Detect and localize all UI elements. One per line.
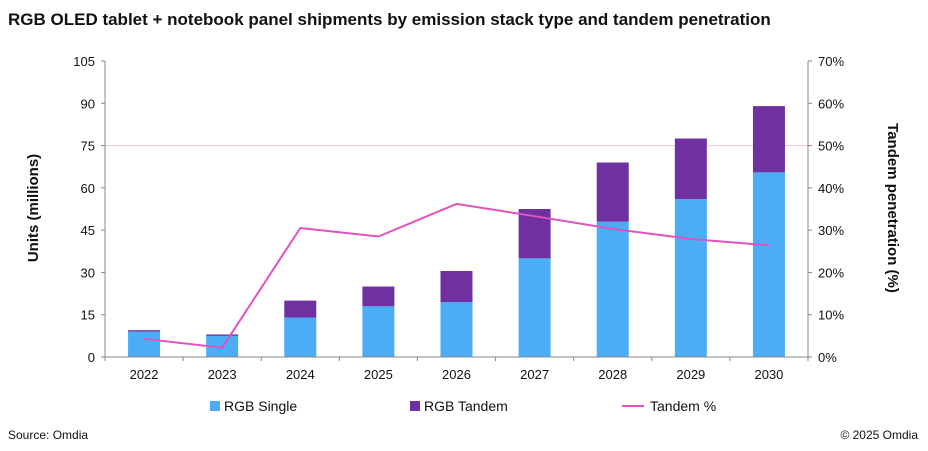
bar-rgb-tandem-2023 (206, 334, 239, 336)
x-tick-label-2029: 2029 (676, 367, 705, 382)
bar-rgb-single-2022 (128, 331, 161, 357)
left-tick-label: 60 (81, 181, 95, 196)
bar-series (128, 106, 785, 357)
bar-rgb-single-2027 (518, 258, 551, 357)
bar-rgb-single-2026 (440, 302, 473, 357)
right-tick-label: 50% (818, 139, 844, 154)
x-tick-label-2030: 2030 (754, 367, 783, 382)
legend-label-rgb-single: RGB Single (224, 398, 297, 414)
x-tick-label-2022: 2022 (130, 367, 159, 382)
bar-rgb-tandem-2028 (596, 162, 629, 222)
right-tick-label: 60% (818, 96, 844, 111)
source-note: Source: Omdia (8, 428, 89, 442)
left-axis-ticks: 0 15 30 45 60 75 90 105 (73, 54, 105, 365)
right-tick-label: 10% (818, 308, 844, 323)
x-tick-label-2025: 2025 (364, 367, 393, 382)
legend-swatch-rgb-tandem (410, 401, 420, 411)
legend-label-tandem-pct: Tandem % (650, 398, 716, 414)
bar-rgb-single-2029 (674, 199, 707, 357)
bar-rgb-tandem-2029 (674, 138, 707, 200)
y-axis-title: Units (millions) (25, 154, 42, 262)
y2-axis-title: Tandem penetration (%) (884, 123, 901, 293)
bar-rgb-single-2028 (596, 221, 629, 357)
legend: RGB Single RGB Tandem Tandem % (210, 398, 716, 414)
bar-rgb-tandem-2024 (284, 300, 317, 318)
left-tick-label: 75 (81, 139, 95, 154)
bar-rgb-tandem-2025 (362, 286, 395, 307)
left-tick-label: 30 (81, 265, 95, 280)
left-tick-label: 45 (81, 223, 95, 238)
bar-rgb-single-2025 (362, 306, 395, 357)
right-tick-label: 20% (818, 265, 844, 280)
right-tick-label: 70% (818, 54, 844, 69)
bar-rgb-single-2024 (284, 317, 317, 357)
right-tick-label: 0% (818, 350, 837, 365)
x-tick-label-2026: 2026 (442, 367, 471, 382)
legend-swatch-rgb-single (210, 401, 220, 411)
axes (104, 61, 809, 358)
left-tick-label: 15 (81, 308, 95, 323)
copyright-note: © 2025 Omdia (840, 428, 918, 442)
left-tick-label: 90 (81, 96, 95, 111)
right-tick-label: 30% (818, 223, 844, 238)
bar-rgb-tandem-2026 (440, 271, 473, 303)
bar-rgb-single-2030 (752, 172, 785, 357)
legend-label-rgb-tandem: RGB Tandem (424, 398, 508, 414)
right-tick-label: 40% (818, 181, 844, 196)
right-axis-ticks: 0% 10% 20% 30% 40% 50% 60% 70% (808, 54, 844, 365)
chart-title: RGB OLED tablet + notebook panel shipmen… (8, 10, 771, 29)
x-tick-label-2027: 2027 (520, 367, 549, 382)
bar-rgb-tandem-2030 (752, 106, 785, 173)
x-tick-label-2028: 2028 (598, 367, 627, 382)
left-tick-label: 105 (73, 54, 95, 69)
line-series (143, 202, 770, 349)
bar-rgb-tandem-2022 (128, 330, 161, 332)
x-tick-label-2023: 2023 (208, 367, 237, 382)
x-axis-ticks: 2022 2023 2024 2025 2026 2027 2028 2029 2030 (104, 357, 809, 382)
left-tick-label: 0 (88, 350, 95, 365)
x-tick-label-2024: 2024 (286, 367, 315, 382)
